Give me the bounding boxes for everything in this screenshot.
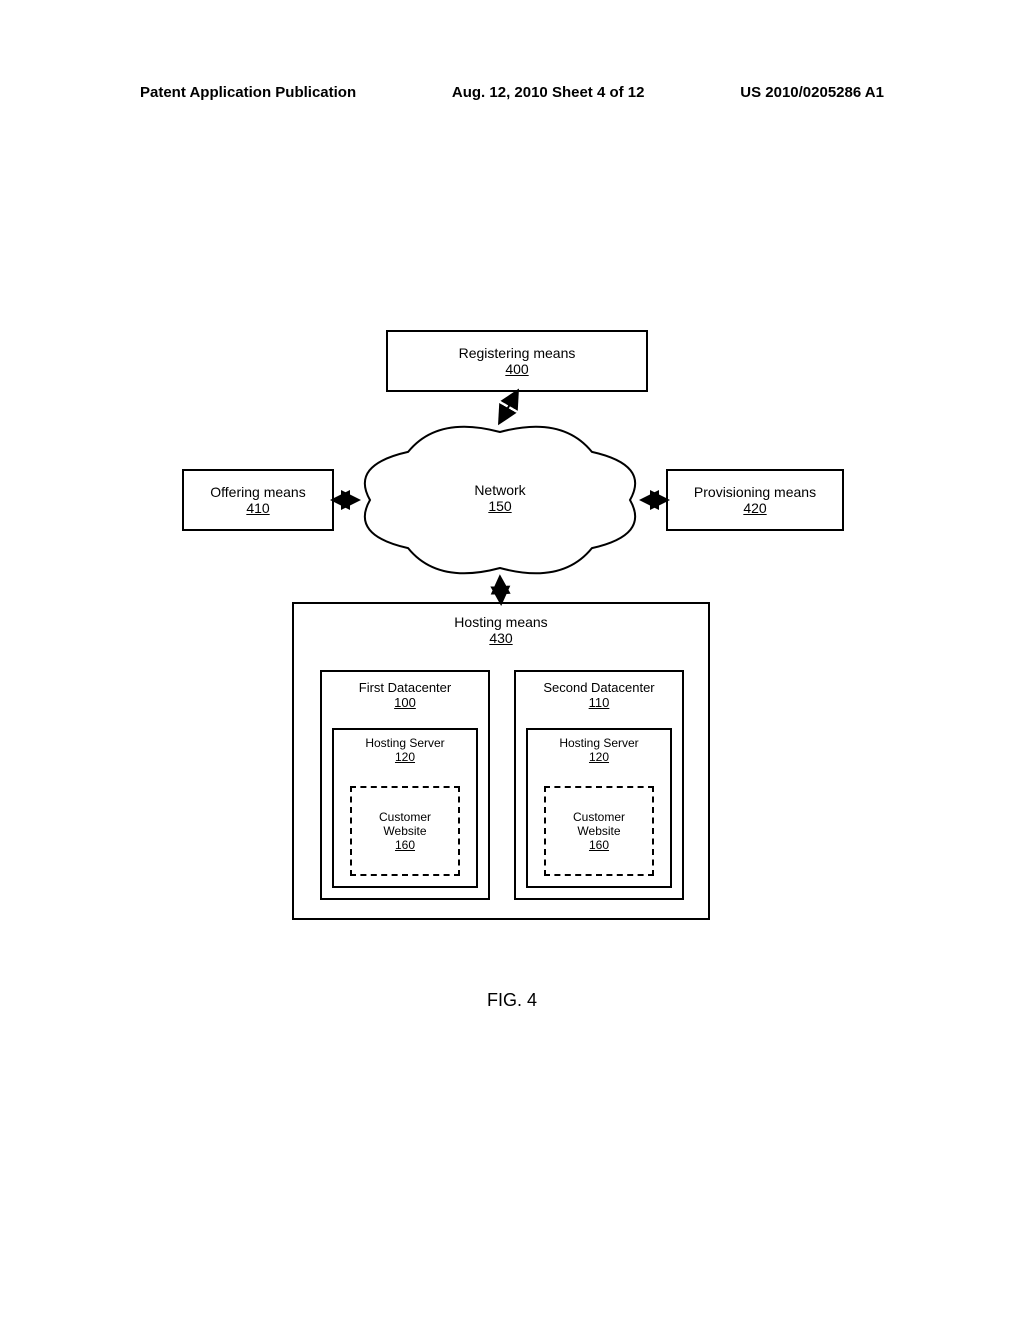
figure-label-text: FIG. 4 [487,990,537,1010]
diagram-container: Registering means 400 Offering means 410… [0,0,1024,1320]
figure-label: FIG. 4 [0,990,1024,1011]
arrows-svg [0,0,1024,1320]
